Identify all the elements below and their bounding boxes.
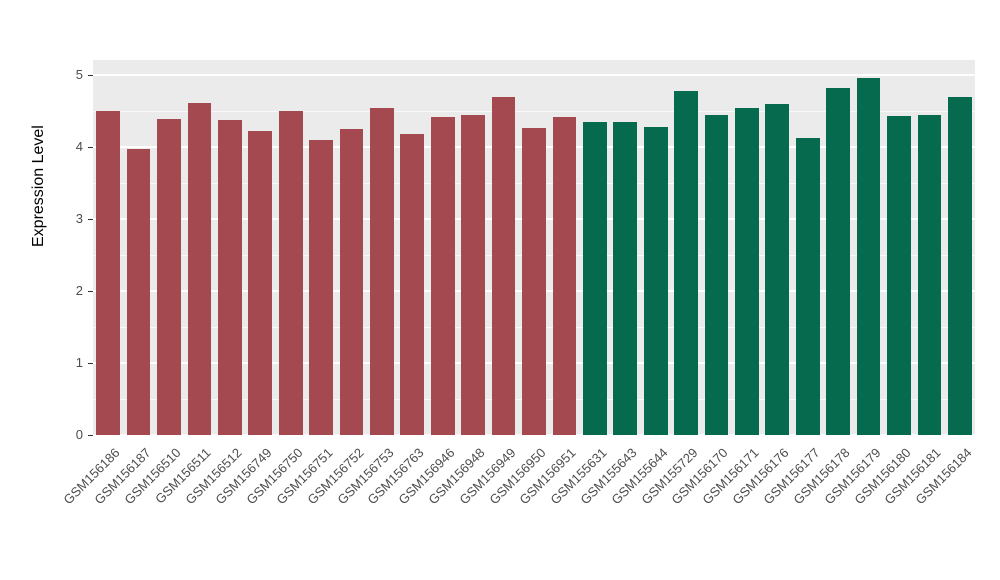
y-tick-mark xyxy=(88,75,93,76)
bar-GSM156950 xyxy=(522,127,546,435)
bar-GSM155729 xyxy=(674,90,698,435)
bar-GSM156763 xyxy=(400,134,425,435)
major-gridline xyxy=(93,434,975,436)
bar-GSM156948 xyxy=(461,114,486,435)
y-tick-mark xyxy=(88,363,93,364)
y-tick-label: 1 xyxy=(75,355,83,370)
bar-GSM156187 xyxy=(126,149,151,435)
y-tick-mark xyxy=(88,291,93,292)
bar-GSM156176 xyxy=(765,103,790,435)
bar-GSM155643 xyxy=(613,121,638,435)
y-tick-mark xyxy=(88,147,93,148)
bar-GSM156951 xyxy=(552,116,577,435)
bar-GSM155631 xyxy=(582,121,607,435)
y-tick-label: 2 xyxy=(75,283,83,298)
bar-GSM156179 xyxy=(856,77,881,435)
bar-GSM156181 xyxy=(917,114,942,435)
bar-GSM156186 xyxy=(96,111,121,435)
y-tick-mark xyxy=(88,219,93,220)
bar-GSM156752 xyxy=(339,129,364,435)
bar-GSM156946 xyxy=(430,116,455,435)
minor-gridline xyxy=(93,110,975,112)
y-tick-label: 4 xyxy=(75,139,83,154)
plot-panel xyxy=(93,60,975,436)
bar-GSM156170 xyxy=(704,114,729,435)
bar-GSM156753 xyxy=(370,108,394,435)
bar-GSM155644 xyxy=(643,126,668,435)
y-tick-label: 5 xyxy=(75,67,83,82)
bar-GSM156178 xyxy=(826,87,850,435)
y-axis-title: Expression Level xyxy=(30,125,47,247)
y-tick-label: 0 xyxy=(75,427,83,442)
bar-GSM156510 xyxy=(157,118,181,435)
major-gridline xyxy=(93,74,975,76)
bar-GSM156512 xyxy=(218,119,242,435)
bar-GSM156511 xyxy=(187,103,212,435)
bar-GSM156171 xyxy=(735,108,759,435)
bar-GSM156177 xyxy=(795,137,820,435)
bar-GSM156750 xyxy=(278,111,303,435)
bar-GSM156949 xyxy=(491,96,516,435)
bar-GSM156749 xyxy=(248,131,273,435)
bar-GSM156751 xyxy=(309,139,333,435)
bar-GSM156180 xyxy=(887,116,911,435)
y-tick-label: 3 xyxy=(75,211,83,226)
y-tick-mark xyxy=(88,435,93,436)
bar-GSM156184 xyxy=(947,96,972,435)
